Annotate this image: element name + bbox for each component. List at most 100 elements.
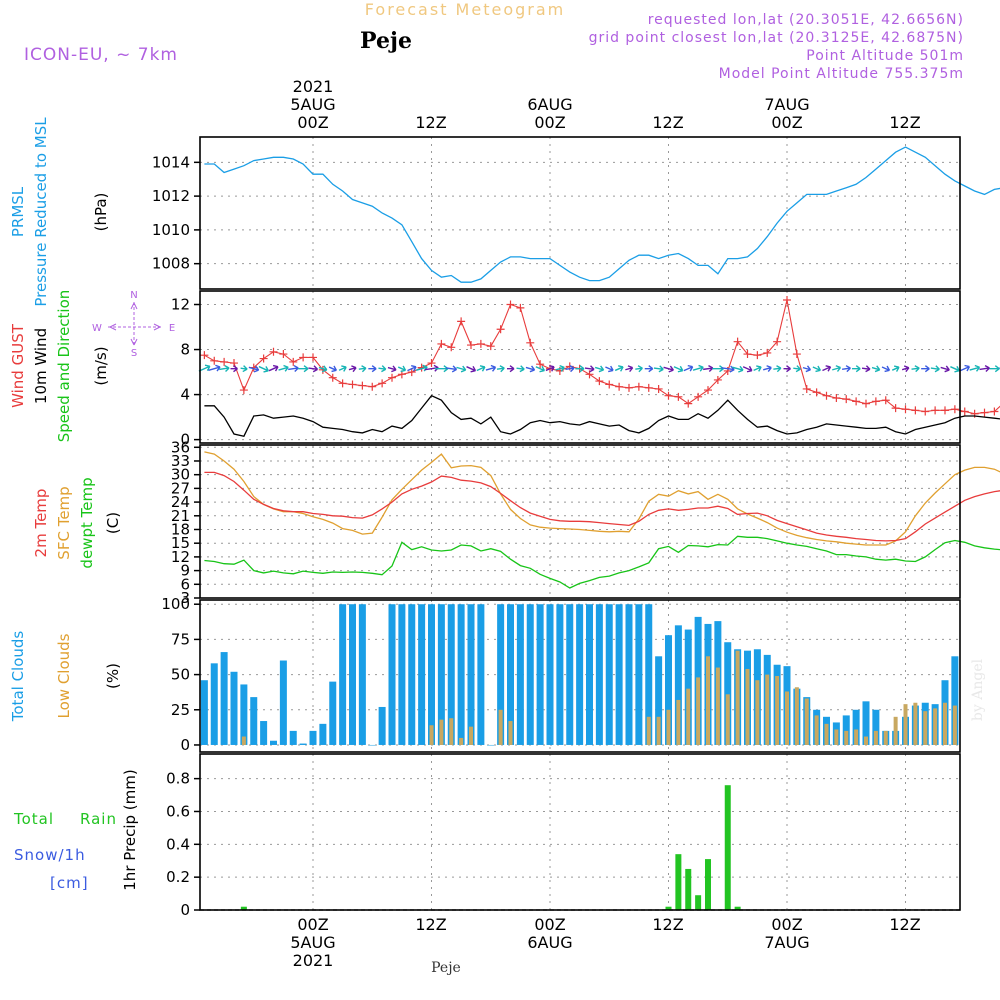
precip-legend-snow: Snow/1h xyxy=(14,846,86,864)
y-tick-label: 100 xyxy=(161,595,190,613)
wind-arrow-shape xyxy=(368,365,377,373)
total-cloud-bar xyxy=(329,681,337,745)
gust-marker xyxy=(388,373,396,382)
compass-e: E xyxy=(169,323,175,334)
total-cloud-bar xyxy=(339,604,347,745)
compass-s: S xyxy=(131,348,137,359)
total-cloud-bar xyxy=(447,604,455,745)
bottom-hour-label: 12Z xyxy=(415,915,446,934)
total-cloud-bar xyxy=(556,604,564,745)
wind-arrow xyxy=(288,364,299,373)
y-tick-label: 33 xyxy=(171,452,190,470)
prmsl-line xyxy=(204,146,1000,283)
gust-marker xyxy=(931,406,940,415)
gust-marker xyxy=(674,392,683,401)
wind-arrow xyxy=(832,365,842,372)
bottom-hour-label: 12Z xyxy=(652,915,683,934)
y-tick-label: 25 xyxy=(171,701,190,719)
wind-arrow xyxy=(989,365,1000,373)
total-cloud-bar xyxy=(230,671,238,745)
y-tick-label: 0.4 xyxy=(166,835,190,853)
wind-arrow xyxy=(466,365,477,373)
wind-arrow-shape xyxy=(783,365,791,373)
top-day-7aug: 7AUG xyxy=(764,95,809,114)
wind-arrow xyxy=(565,365,575,373)
y-tick-label: 27 xyxy=(171,479,190,497)
wind-arrow-shape xyxy=(575,365,585,373)
gust-marker xyxy=(200,351,209,360)
wind-arrow-shape xyxy=(881,365,891,373)
total-cloud-bar xyxy=(408,604,416,745)
total-cloud-bar xyxy=(398,604,406,745)
bottom-day-7aug: 7AUG xyxy=(764,933,809,952)
wind-arrow xyxy=(525,365,536,373)
wind-arrow xyxy=(298,365,309,373)
gust-marker xyxy=(901,405,910,414)
gust-marker xyxy=(664,391,673,400)
low-cloud-bar xyxy=(785,691,789,745)
bottom-year: 2021 xyxy=(293,951,334,970)
wind-arrow-shape xyxy=(742,365,753,373)
wind-arrow-shape xyxy=(466,365,477,373)
wind-arrow-shape xyxy=(397,365,407,373)
panels: 1008101010121014048123691215182124273033… xyxy=(152,136,1000,919)
wind-arrow-shape xyxy=(298,365,309,373)
gust-marker xyxy=(881,396,890,405)
wind-arrow xyxy=(240,365,248,373)
wind-arrow xyxy=(397,365,407,373)
wind-arrow xyxy=(496,365,505,373)
low-cloud-bar xyxy=(844,730,849,745)
wind-arrow xyxy=(712,365,724,373)
y-tick-label: 0.2 xyxy=(166,868,190,886)
y-tick-label: 1012 xyxy=(152,187,190,205)
total-cloud-bar xyxy=(319,723,327,745)
low-cloud-bar xyxy=(745,668,750,745)
y-tick-label: 12 xyxy=(171,296,190,314)
wind-arrow xyxy=(445,365,458,373)
wind-arrow xyxy=(268,364,279,372)
pressure-label-desc: Pressure Reduced to MSL xyxy=(32,117,50,307)
bottom-hour-label: 00Z xyxy=(771,915,802,934)
wind-arrow-shape xyxy=(545,365,555,372)
gust-marker xyxy=(447,343,456,352)
wind-arrow-shape xyxy=(653,365,664,373)
low-cloud-bar xyxy=(893,716,898,745)
total-cloud-bar xyxy=(674,625,682,745)
top-hour-label: 00Z xyxy=(534,113,565,132)
low-cloud-bar xyxy=(696,677,701,745)
wind-arrow xyxy=(516,365,525,373)
gust-marker xyxy=(615,382,624,391)
wind-arrow-shape xyxy=(387,365,397,373)
y-tick-label: 75 xyxy=(171,630,190,648)
wind-arrow-shape xyxy=(535,365,546,373)
gust-marker xyxy=(921,407,930,416)
wind-arrow-shape xyxy=(930,365,940,373)
total-cloud-bar xyxy=(586,604,593,745)
wind-arrow-shape xyxy=(507,365,515,373)
gust-marker xyxy=(644,383,653,392)
wind-arrow xyxy=(358,365,367,373)
precip-bar xyxy=(665,906,672,910)
total-cloud-bar xyxy=(862,701,870,745)
total-cloud-bar xyxy=(724,642,732,745)
wind-arrow-shape xyxy=(753,365,762,372)
gust-marker xyxy=(822,391,831,400)
total-cloud-bar xyxy=(477,604,485,745)
wind-arrow-shape xyxy=(358,365,367,373)
wind-arrow xyxy=(485,364,497,372)
precip-bar xyxy=(724,785,731,910)
model-altitude: Model Point Altitude 755.375m xyxy=(719,66,964,82)
clouds-unit: (%) xyxy=(104,663,122,689)
total-cloud-bar xyxy=(428,604,435,745)
y-tick-label: 6 xyxy=(180,575,190,593)
gust-marker xyxy=(328,373,337,382)
y-tick-label: 18 xyxy=(171,520,190,538)
precip-bar xyxy=(734,906,741,910)
gust-marker xyxy=(684,399,693,408)
low-cloud-bar xyxy=(814,715,819,745)
temp-label-2m: 2m Temp xyxy=(32,489,50,558)
gust-marker xyxy=(634,382,643,391)
wind-arrow-shape xyxy=(407,364,417,372)
total-cloud-bar xyxy=(200,680,208,745)
